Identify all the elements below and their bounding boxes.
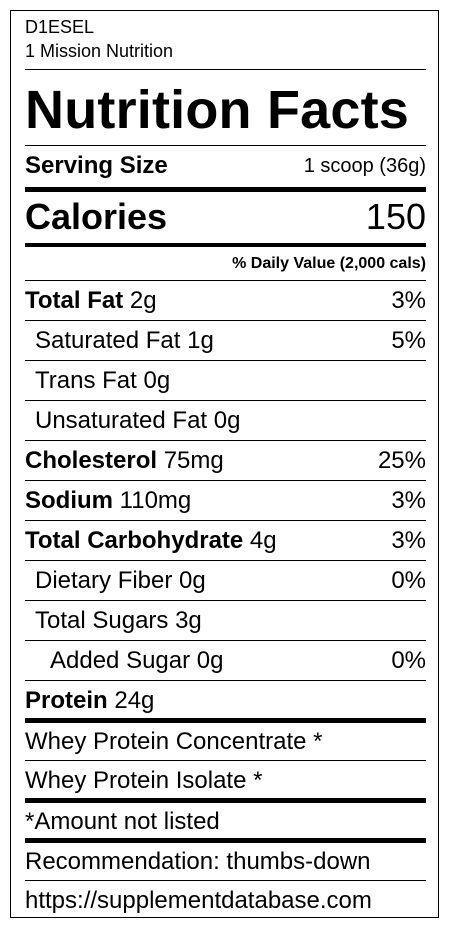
serving-size-value: 1 scoop (36g)	[303, 154, 426, 177]
nutrient-amount: 0g	[143, 367, 171, 394]
nutrient-dv: 25%	[377, 447, 426, 474]
nutrient-amount: 0g	[213, 407, 241, 434]
calories-value: 150	[365, 196, 426, 237]
panel-title: Nutrition Facts	[25, 80, 410, 140]
divider	[25, 680, 426, 681]
nutrient-dv: 0%	[391, 567, 426, 594]
nutrient-dv: 3%	[391, 487, 426, 514]
nutrient-row-trans-fat: Trans Fat 0g	[25, 361, 426, 401]
nutrient-amount: 75mg	[163, 447, 224, 474]
nutrient-name: Dietary Fiber	[35, 567, 173, 594]
daily-value-header: % Daily Value (2,000 cals)	[232, 255, 426, 272]
nutrient-row-cholesterol: Cholesterol 75mg 25%	[25, 441, 426, 481]
footnote-text: *Amount not listed	[25, 808, 220, 835]
nutrient-row-dietary-fiber: Dietary Fiber 0g 0%	[25, 561, 426, 601]
nutrient-dv: 3%	[391, 287, 426, 314]
ingredient-name: Whey Protein Concentrate *	[25, 728, 323, 755]
nutrient-amount: 1g	[187, 327, 214, 354]
divider-thick	[25, 187, 426, 192]
nutrient-name: Total Fat	[25, 287, 124, 314]
nutrition-facts-panel	[10, 10, 439, 918]
nutrient-name: Unsaturated Fat	[35, 407, 208, 434]
nutrient-amount: 0g	[196, 647, 224, 674]
calories-row: Calories 150	[25, 193, 426, 241]
nutrient-row-added-sugar: Added Sugar 0g 0%	[25, 641, 426, 681]
nutrient-name: Sodium	[25, 487, 113, 514]
divider	[25, 280, 426, 281]
divider	[25, 480, 426, 481]
divider-thick	[25, 838, 426, 843]
nutrient-name: Added Sugar	[50, 647, 191, 674]
nutrient-row-protein: Protein 24g	[25, 681, 426, 721]
divider	[25, 880, 426, 881]
nutrient-row-total-carbohydrate: Total Carbohydrate 4g 3%	[25, 521, 426, 561]
source-link[interactable]: https://supplementdatabase.com	[25, 887, 372, 914]
divider	[25, 760, 426, 761]
nutrient-amount: 2g	[129, 287, 157, 314]
divider	[25, 145, 426, 146]
ingredient-name: Whey Protein Isolate *	[25, 767, 263, 794]
nutrient-amount: 24g	[114, 687, 155, 714]
divider	[25, 400, 426, 401]
divider-thick	[25, 718, 426, 723]
nutrient-dv: 0%	[391, 647, 426, 674]
divider	[25, 640, 426, 641]
nutrient-row-saturated-fat: Saturated Fat 1g 5%	[25, 321, 426, 361]
calories-label: Calories	[25, 196, 168, 237]
company-name: 1 Mission Nutrition	[25, 41, 174, 61]
divider	[25, 360, 426, 361]
divider	[25, 600, 426, 601]
divider-thick	[25, 798, 426, 803]
recommendation: Recommendation: thumbs-down	[25, 842, 426, 882]
ingredient-row: Whey Protein Concentrate *	[25, 722, 426, 762]
nutrient-amount: 0g	[179, 567, 206, 594]
ingredient-row: Whey Protein Isolate *	[25, 761, 426, 801]
serving-size-label: Serving Size	[25, 152, 168, 179]
divider	[25, 320, 426, 321]
source-link-row: https://supplementdatabase.com	[25, 881, 426, 921]
nutrient-amount: 3g	[175, 607, 202, 634]
footnote: *Amount not listed	[25, 802, 426, 842]
nutrient-amount: 110mg	[119, 487, 192, 514]
serving-size-row: Serving Size 1 scoop (36g)	[25, 146, 426, 186]
divider	[25, 520, 426, 521]
nutrient-row-total-sugars: Total Sugars 3g	[25, 601, 426, 641]
nutrient-dv: 3%	[391, 527, 426, 554]
nutrient-name: Saturated Fat	[35, 327, 181, 354]
nutrient-row-total-fat: Total Fat 2g 3%	[25, 281, 426, 321]
nutrient-row-unsaturated-fat: Unsaturated Fat 0g	[25, 401, 426, 441]
product-name: D1ESEL	[25, 17, 95, 37]
nutrient-name: Total Carbohydrate	[25, 527, 244, 554]
nutrient-name: Trans Fat	[35, 367, 137, 394]
nutrient-name: Cholesterol	[25, 447, 158, 474]
divider	[25, 560, 426, 561]
nutrient-name: Total Sugars	[35, 607, 169, 634]
divider-medium	[25, 243, 426, 247]
divider	[25, 440, 426, 441]
divider	[25, 69, 426, 70]
nutrient-dv: 5%	[391, 327, 426, 354]
nutrient-amount: 4g	[249, 527, 277, 554]
nutrient-name: Protein	[25, 687, 108, 714]
recommendation-text: Recommendation: thumbs-down	[25, 848, 371, 875]
nutrient-row-sodium: Sodium 110mg 3%	[25, 481, 426, 521]
